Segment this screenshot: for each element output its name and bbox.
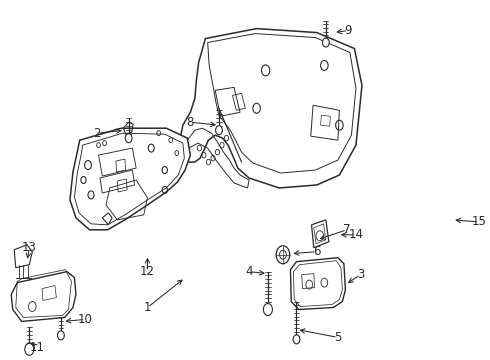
Text: 7: 7	[343, 223, 351, 236]
Polygon shape	[291, 258, 345, 310]
Circle shape	[125, 134, 132, 143]
Text: 14: 14	[348, 228, 364, 241]
Circle shape	[25, 343, 34, 355]
Circle shape	[322, 38, 329, 47]
Circle shape	[293, 335, 300, 344]
Text: 8: 8	[187, 116, 194, 129]
Circle shape	[263, 303, 272, 315]
Polygon shape	[11, 272, 76, 321]
Text: 6: 6	[313, 245, 320, 258]
Circle shape	[26, 343, 33, 352]
Polygon shape	[437, 210, 456, 232]
Polygon shape	[180, 28, 362, 188]
Text: 9: 9	[344, 24, 352, 37]
Text: 12: 12	[140, 265, 155, 278]
Text: 10: 10	[77, 313, 93, 326]
Polygon shape	[102, 213, 112, 225]
Circle shape	[216, 126, 222, 135]
Text: 2: 2	[93, 127, 101, 140]
Circle shape	[57, 331, 64, 340]
Text: 4: 4	[245, 265, 253, 278]
Polygon shape	[312, 220, 329, 248]
Text: 1: 1	[144, 301, 151, 314]
Polygon shape	[70, 128, 190, 230]
Text: 3: 3	[357, 268, 364, 281]
Text: 15: 15	[471, 215, 486, 228]
Polygon shape	[430, 208, 446, 233]
Polygon shape	[14, 245, 32, 268]
Text: 13: 13	[22, 241, 37, 254]
Text: 5: 5	[334, 331, 342, 344]
Circle shape	[265, 305, 271, 314]
Text: 11: 11	[29, 341, 44, 354]
